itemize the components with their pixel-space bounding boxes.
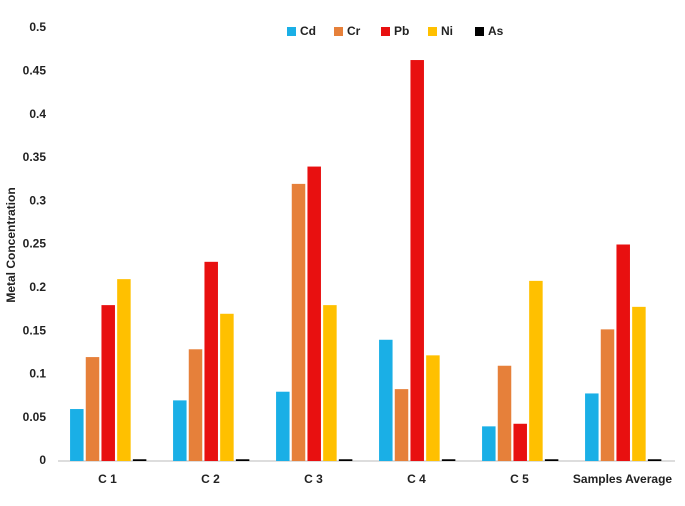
bar — [426, 355, 440, 461]
bar — [529, 280, 543, 461]
y-tick-label: 0.35 — [23, 150, 47, 164]
bar — [323, 305, 337, 461]
legend-label: Ni — [441, 24, 453, 38]
bar — [101, 305, 115, 461]
bar — [307, 166, 321, 461]
bar — [291, 183, 306, 461]
y-tick-label: 0.05 — [23, 410, 47, 424]
bar — [85, 357, 100, 461]
bar — [117, 279, 131, 461]
x-tick-label: C 3 — [304, 472, 323, 486]
bar — [338, 459, 353, 461]
bar — [632, 306, 646, 461]
legend-label: Cd — [300, 24, 316, 38]
y-tick-label: 0.2 — [29, 280, 46, 294]
bar — [204, 261, 218, 461]
bar — [132, 459, 147, 461]
bar — [379, 339, 393, 461]
legend-swatch — [475, 27, 484, 36]
bar — [188, 349, 203, 461]
legend-label: As — [488, 24, 504, 38]
bar — [220, 313, 234, 461]
bar — [616, 244, 630, 461]
legend-swatch — [381, 27, 390, 36]
bar — [544, 459, 559, 461]
y-tick-label: 0.45 — [23, 63, 47, 77]
bar — [482, 426, 496, 461]
x-tick-label: C 2 — [201, 472, 220, 486]
y-tick-label: 0.1 — [29, 367, 46, 381]
bar — [235, 459, 250, 461]
bar — [410, 60, 424, 462]
x-tick-label: C 1 — [98, 472, 117, 486]
y-tick-label: 0 — [39, 453, 46, 467]
legend-swatch — [428, 27, 437, 36]
bar — [497, 365, 512, 461]
legend-label: Pb — [394, 24, 409, 38]
bar — [276, 391, 290, 461]
bar — [394, 389, 409, 461]
y-tick-label: 0.25 — [23, 237, 47, 251]
x-tick-label: C 4 — [407, 472, 426, 486]
y-tick-label: 0.5 — [29, 20, 46, 34]
y-tick-label: 0.15 — [23, 323, 47, 337]
bar — [173, 400, 187, 461]
y-tick-label: 0.4 — [29, 107, 46, 121]
legend-label: Cr — [347, 24, 361, 38]
x-tick-label: C 5 — [510, 472, 529, 486]
bar — [600, 329, 615, 461]
y-tick-label: 0.3 — [29, 193, 46, 207]
bar — [441, 459, 456, 461]
bar — [70, 409, 84, 461]
x-tick-label: Samples Average — [573, 472, 672, 486]
legend-swatch — [334, 27, 343, 36]
bar — [647, 459, 662, 461]
legend-swatch — [287, 27, 296, 36]
y-axis-label: Metal Concentration — [4, 187, 18, 302]
bar — [513, 423, 527, 461]
bar — [585, 393, 599, 461]
